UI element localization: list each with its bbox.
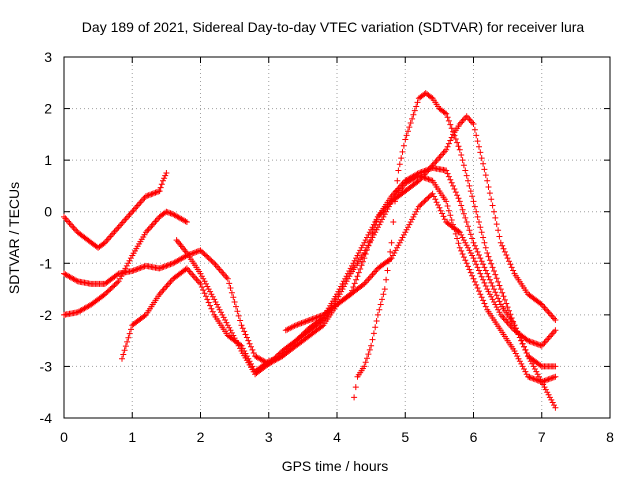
y-tick-label: 0: [44, 204, 52, 220]
chart-title: Day 189 of 2021, Sidereal Day-to-day VTE…: [82, 19, 585, 35]
series-markers: [282, 113, 559, 334]
x-tick-label: 3: [265, 429, 273, 445]
series-markers: [61, 170, 170, 251]
y-axis-label: SDTVAR / TECUs: [6, 182, 22, 294]
x-tick-label: 8: [606, 429, 614, 445]
x-tick-label: 1: [128, 429, 136, 445]
series-track-7: [351, 90, 559, 401]
y-tick-label: 2: [44, 101, 52, 117]
y-tick-label: -3: [40, 358, 53, 374]
series-track-6: [282, 113, 559, 334]
y-tick-label: 3: [44, 49, 52, 65]
series-track-1: [61, 170, 170, 251]
x-axis-label: GPS time / hours: [282, 458, 389, 474]
series-track-3: [61, 172, 559, 385]
y-tick-label: -4: [40, 410, 53, 426]
series-markers: [61, 172, 559, 385]
x-tick-label: 6: [470, 429, 478, 445]
series-markers: [61, 208, 190, 318]
y-tick-label: 1: [44, 152, 52, 168]
series-markers: [351, 90, 559, 401]
x-tick-label: 5: [401, 429, 409, 445]
x-tick-label: 0: [60, 429, 68, 445]
series-track-2: [61, 208, 190, 318]
data-points: [61, 90, 559, 411]
x-tick-label: 4: [333, 429, 341, 445]
y-tick-label: -1: [40, 255, 53, 271]
x-tick-label: 7: [538, 429, 546, 445]
y-tick-label: -2: [40, 307, 53, 323]
axis-ticks: 0 1 2 3 4 5 6 7 8 -4 -3 -2 -1 0 1 2 3: [40, 49, 615, 445]
x-tick-label: 2: [197, 429, 205, 445]
